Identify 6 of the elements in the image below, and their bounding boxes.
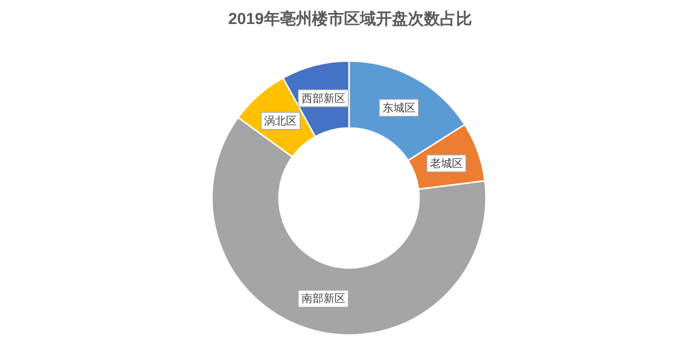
slice-label: 东城区 bbox=[382, 101, 416, 114]
slice-label: 涡北区 bbox=[264, 114, 298, 128]
chart-title: 2019年亳州楼市区域开盘次数占比 bbox=[228, 9, 472, 28]
slice-label: 老城区 bbox=[430, 156, 463, 170]
slice-label: 南部新区 bbox=[301, 292, 346, 306]
slice-label: 西部新区 bbox=[301, 92, 346, 105]
